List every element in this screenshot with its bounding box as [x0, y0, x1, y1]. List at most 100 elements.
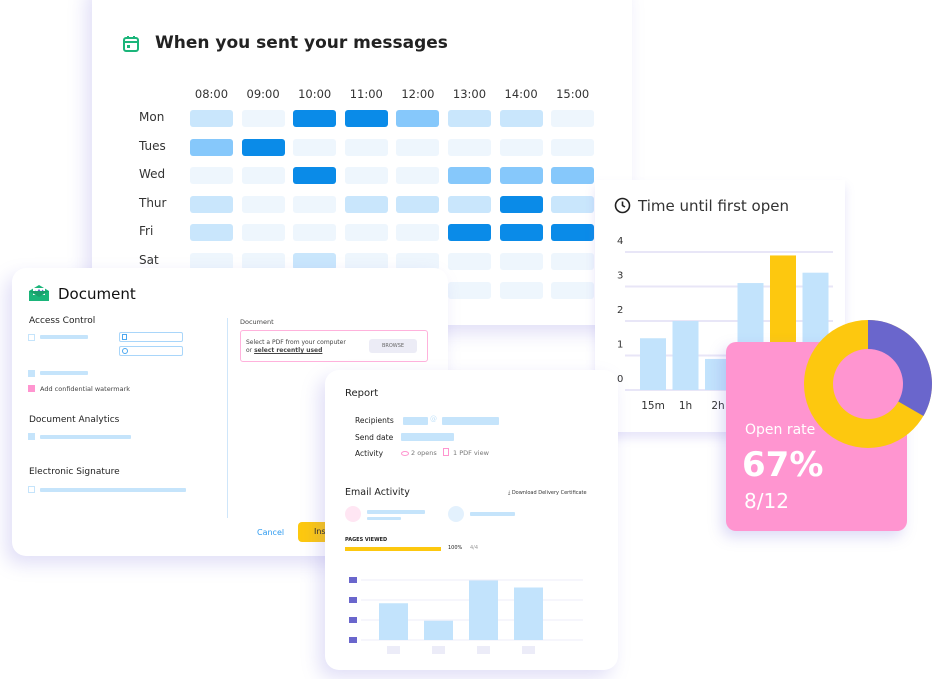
heatmap-cell [499, 138, 543, 156]
heatmap-cell [551, 253, 595, 270]
heatmap-cell [396, 224, 440, 242]
pages-bar [424, 620, 453, 640]
pages-viewed-label: PAGES VIEWED [345, 537, 388, 543]
upload-dropzone[interactable]: Select a PDF from your computer or selec… [240, 330, 428, 362]
heatmap-column-label: 08:00 [194, 87, 229, 101]
calendar-icon [123, 36, 139, 52]
access-checkbox-1[interactable] [28, 334, 35, 341]
open-rate-value: 67% [742, 445, 824, 485]
x-tick-label [522, 646, 535, 654]
document-analytics-heading: Document Analytics [29, 415, 120, 425]
pdf-views-count: 1 PDF view [453, 449, 489, 457]
upload-alt: or select recently used [246, 347, 322, 354]
heatmap-row-label: Sat [139, 253, 159, 267]
heatmap-cell [190, 110, 233, 127]
heatmap-cell [551, 195, 595, 213]
select-recently-used-link[interactable]: select recently used [254, 347, 323, 354]
heatmap-column-label: 11:00 [349, 87, 383, 101]
heatmap-cell [499, 110, 543, 127]
heatmap-cell [344, 195, 388, 213]
heatmap-cell [293, 253, 337, 270]
placeholder-line [40, 335, 88, 339]
y-tick-label: 3 [617, 271, 623, 282]
heatmap-cell [396, 138, 440, 156]
heatmap-cell [293, 224, 337, 242]
browse-button[interactable]: BROWSE [369, 339, 417, 353]
heatmap-cell [551, 167, 595, 185]
download-certificate-link[interactable]: ⤓ Download Delivery Certificate [508, 490, 587, 496]
analytics-checkbox[interactable] [28, 433, 35, 440]
download-label: Download Delivery Certificate [511, 490, 587, 496]
heatmap-row-label: Wed [139, 167, 166, 182]
heatmap-column-label: 10:00 [298, 87, 332, 101]
progress-pages: 4/4 [470, 545, 479, 551]
access-checkbox-2[interactable] [28, 370, 35, 377]
recipients-label: Recipients [355, 416, 394, 425]
heatmap-cell [241, 195, 285, 213]
heatmap-cell [241, 224, 285, 242]
heatmap-cell [499, 253, 543, 270]
heatmap-cell [396, 110, 440, 127]
time-input[interactable] [119, 346, 183, 356]
send-date-value [401, 433, 454, 441]
recipient-name [403, 417, 428, 425]
heatmap-cell [551, 110, 595, 127]
signature-checkbox[interactable] [28, 486, 35, 493]
heatmap-cell [396, 253, 440, 270]
document-title: Document [58, 285, 136, 303]
time-bar [640, 338, 666, 390]
open-rate-label: Open rate [745, 422, 816, 438]
watermark-checkbox[interactable] [28, 385, 35, 392]
open-rate-donut [804, 320, 932, 448]
x-tick-label [432, 646, 445, 654]
placeholder-line [40, 488, 186, 492]
heatmap-title: When you sent your messages [155, 33, 448, 53]
heatmap-column-label: 12:00 [401, 87, 435, 101]
or-text: or [246, 347, 253, 354]
x-tick-label [387, 646, 400, 654]
pages-bar [469, 580, 498, 640]
heatmap-cell [241, 253, 285, 270]
time-bar [672, 321, 699, 390]
document-field-label: Document [240, 318, 274, 326]
heatmap-cell [293, 110, 337, 127]
clock-icon [122, 348, 128, 354]
heatmap-cell [190, 167, 233, 185]
pdf-activity-icon [345, 506, 361, 522]
divider [227, 318, 228, 518]
heatmap-cell [344, 110, 388, 127]
x-tick-label: 1h [679, 400, 692, 410]
heatmap-cell [190, 224, 233, 242]
heatmap-cell [293, 138, 337, 156]
eye-icon [401, 451, 409, 456]
heatmap-cell [448, 195, 491, 213]
donut-hole [833, 349, 903, 419]
y-tick-label [349, 577, 357, 583]
y-tick-label [349, 617, 357, 623]
date-input[interactable] [119, 332, 183, 342]
heatmap-cell [344, 167, 388, 185]
heatmap-cell [344, 224, 388, 242]
document-logo-icon [29, 285, 49, 301]
heatmap-cell [241, 138, 285, 156]
electronic-signature-heading: Electronic Signature [29, 467, 120, 477]
heatmap-cell [190, 138, 233, 156]
heatmap-cell [448, 224, 491, 242]
send-date-label: Send date [355, 433, 394, 442]
heatmap-row-label: Tues [139, 138, 166, 153]
email-activity-heading: Email Activity [345, 487, 410, 498]
pages-viewed-progress [345, 547, 441, 551]
placeholder-line [367, 517, 401, 520]
watermark-label: Add confidential watermark [40, 385, 131, 393]
report-title: Report [345, 388, 379, 399]
pages-chart [349, 577, 583, 654]
opens-count: 2 opens [411, 449, 437, 457]
clock-icon [614, 197, 631, 214]
x-tick-label [477, 646, 490, 654]
cancel-button[interactable]: Cancel [257, 528, 285, 537]
heatmap-cell [551, 138, 595, 156]
heatmap-cell [499, 224, 543, 242]
calendar-icon [122, 334, 127, 340]
heatmap-cell [396, 195, 440, 213]
heatmap-column-label: 14:00 [504, 87, 538, 101]
